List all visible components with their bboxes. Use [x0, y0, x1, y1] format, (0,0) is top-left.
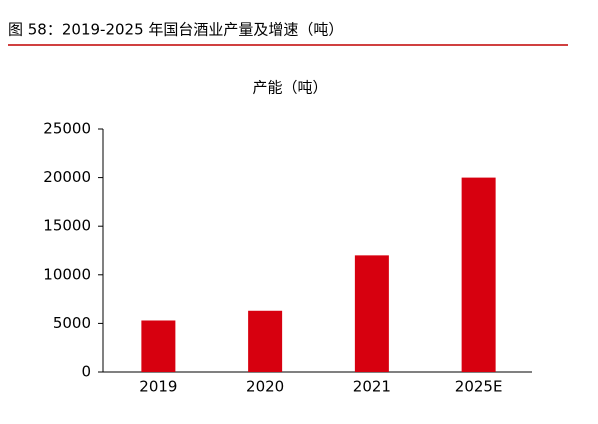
- x-tick-label: 2021: [353, 378, 391, 396]
- figure-caption: 图 58：2019-2025 年国台酒业产量及增速（吨）: [8, 21, 343, 39]
- x-tick-label: 2025E: [455, 378, 503, 396]
- y-tick-label: 10000: [43, 265, 91, 283]
- chart-title: 产能（吨）: [252, 79, 327, 97]
- bar: [248, 310, 283, 372]
- bar: [354, 255, 389, 372]
- y-tick-label: 5000: [53, 314, 91, 332]
- y-tick-label: 25000: [43, 120, 91, 138]
- bar: [461, 177, 496, 372]
- x-tick-label: 2020: [246, 378, 284, 396]
- y-tick-label: 20000: [43, 168, 91, 186]
- x-tick-label: 2019: [139, 378, 177, 396]
- y-tick-label: 0: [81, 363, 91, 381]
- bar: [141, 320, 176, 372]
- y-tick-label: 15000: [43, 217, 91, 235]
